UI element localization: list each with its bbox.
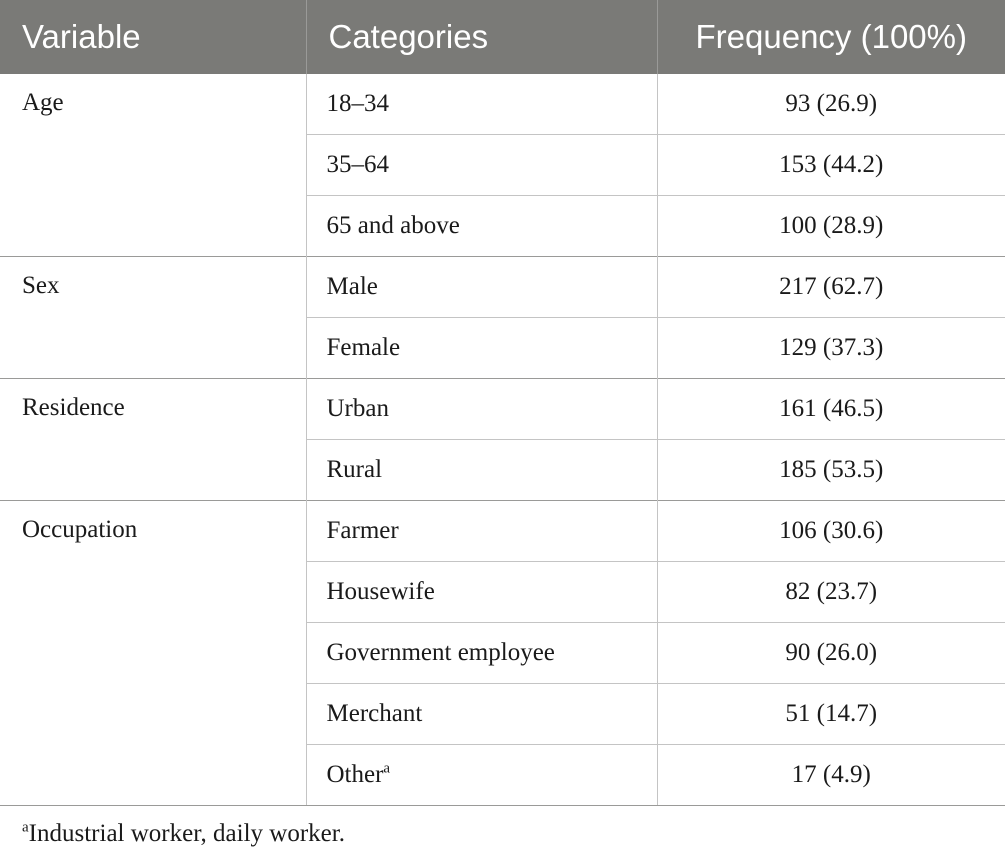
header-categories-label: Categories — [328, 18, 489, 55]
frequency-cell: 129 (37.3) — [656, 317, 1005, 379]
category-cell: 35–64 — [305, 134, 657, 196]
footnote-mark: a — [383, 760, 391, 777]
frequency-cell: 17 (4.9) — [656, 744, 1005, 806]
frequency-cell: 82 (23.7) — [656, 561, 1005, 623]
frequency-cell: 100 (28.9) — [656, 195, 1005, 257]
variable-cell-residence: Residence — [0, 378, 306, 501]
frequency-table: Variable Categories Frequency (100%) Age… — [0, 0, 1005, 806]
header-row: Variable Categories Frequency (100%) — [0, 0, 1005, 74]
category-cell: Farmer — [305, 500, 657, 562]
header-frequency-label: Frequency (100%) — [695, 18, 967, 55]
footnote-mark: a — [22, 819, 29, 836]
table-row: Othera 17 (4.9) — [0, 744, 1005, 806]
table-row: Age 18–34 93 (26.9) — [0, 74, 1005, 135]
frequency-cell: 90 (26.0) — [656, 622, 1005, 684]
category-cell: Female — [305, 317, 657, 379]
table-row: Government employee 90 (26.0) — [0, 622, 1005, 684]
frequency-cell: 217 (62.7) — [656, 256, 1005, 318]
category-cell: 18–34 — [305, 74, 657, 135]
frequency-cell: 93 (26.9) — [656, 74, 1005, 135]
table-row: Housewife 82 (23.7) — [0, 561, 1005, 623]
category-cell: Urban — [305, 378, 657, 440]
category-cell: Rural — [305, 439, 657, 501]
category-cell: Housewife — [305, 561, 657, 623]
table-row: Residence Urban 161 (46.5) — [0, 378, 1005, 501]
header-variable: Variable — [0, 0, 306, 74]
table-header: Variable Categories Frequency (100%) — [0, 0, 1005, 74]
table-row: 65 and above 100 (28.9) — [0, 195, 1005, 257]
header-variable-label: Variable — [22, 18, 141, 55]
frequency-cell: 106 (30.6) — [656, 500, 1005, 562]
table-row: Female 129 (37.3) — [0, 317, 1005, 379]
table-row: 35–64 153 (44.2) — [0, 134, 1005, 196]
footnote-text: Industrial worker, daily worker. — [28, 820, 345, 847]
category-label: Other — [326, 761, 384, 788]
category-cell: Merchant — [305, 683, 657, 745]
table-row: Rural 185 (53.5) — [0, 439, 1005, 501]
category-cell: Othera — [305, 744, 657, 806]
frequency-cell: 185 (53.5) — [656, 439, 1005, 501]
table-row: Occupation Farmer 106 (30.6) — [0, 500, 1005, 806]
table-body: Age 18–34 93 (26.9) 35–64 153 (44.2) 65 … — [0, 74, 1005, 806]
variable-cell-occupation: Occupation — [0, 500, 306, 806]
table-row: Sex Male 217 (62.7) — [0, 256, 1005, 379]
category-cell: Government employee — [305, 622, 657, 684]
header-categories: Categories — [305, 0, 657, 74]
category-cell: 65 and above — [305, 195, 657, 257]
category-cell: Male — [305, 256, 657, 318]
variable-cell-sex: Sex — [0, 256, 306, 379]
frequency-cell: 153 (44.2) — [656, 134, 1005, 196]
table-footnote: aIndustrial worker, daily worker. — [22, 820, 345, 848]
table-row: Merchant 51 (14.7) — [0, 683, 1005, 745]
frequency-cell: 51 (14.7) — [656, 683, 1005, 745]
header-frequency: Frequency (100%) — [656, 0, 1005, 74]
variable-cell-age: Age — [22, 89, 64, 116]
frequency-cell: 161 (46.5) — [656, 378, 1005, 440]
